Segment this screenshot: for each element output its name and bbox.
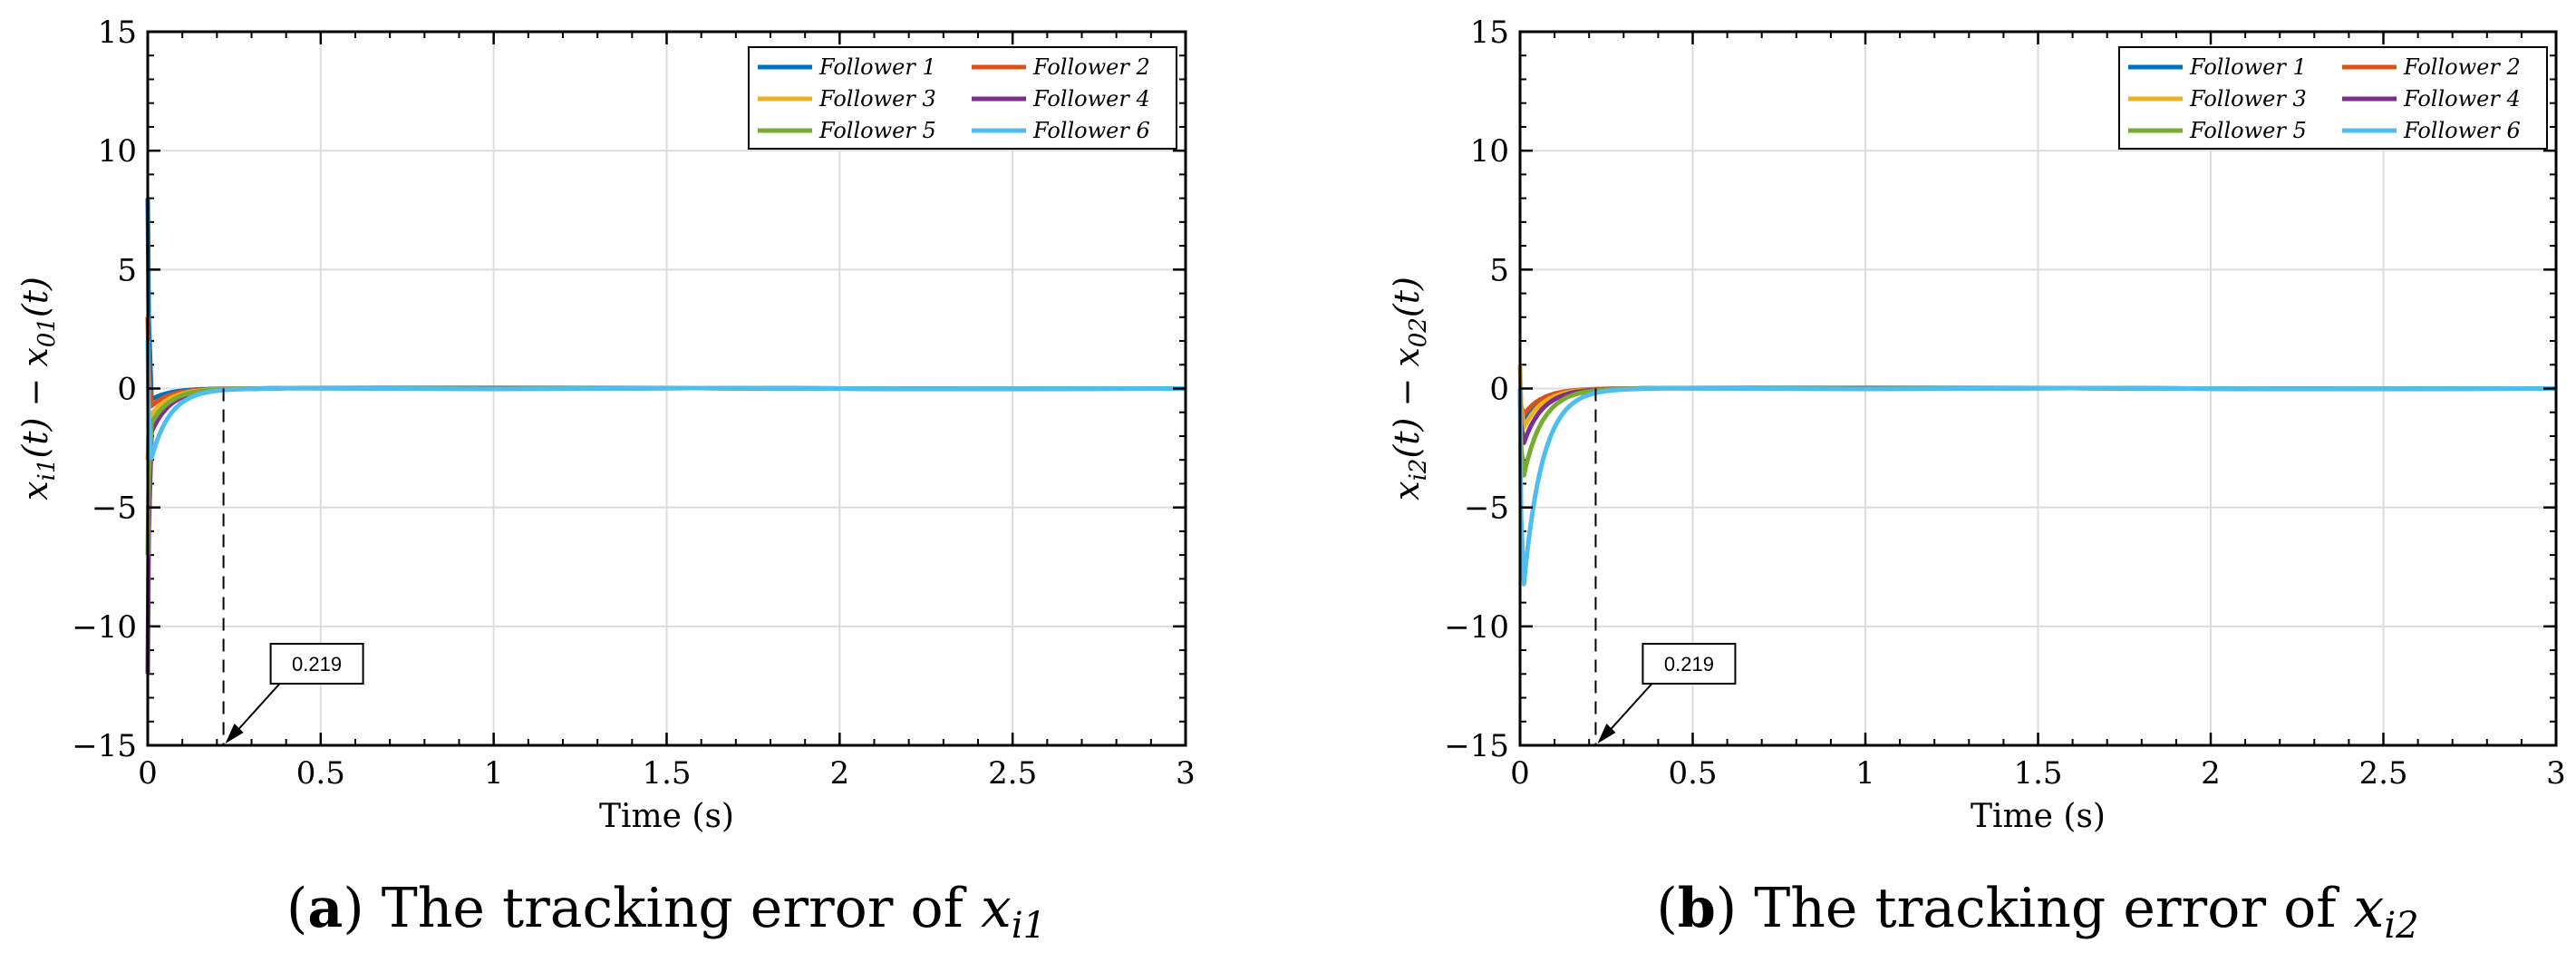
y-tick-label: 15 — [1470, 15, 1509, 51]
figure-caption: (b) The tracking error of xi2 — [1656, 877, 2418, 947]
legend-label-follower-2: Follower 2 — [2403, 54, 2521, 80]
y-tick-label: −5 — [92, 491, 137, 527]
x-tick-label: 3 — [2546, 755, 2566, 792]
y-tick-label: −15 — [1444, 728, 1509, 764]
legend-label-follower-3: Follower 3 — [2189, 86, 2307, 112]
y-tick-label: −5 — [1464, 491, 1509, 527]
x-tick-label: 1 — [484, 755, 504, 792]
legend-label-follower-1: Follower 1 — [818, 54, 936, 80]
series-line-follower-6 — [1517, 385, 2557, 587]
x-tick-label: 3 — [1176, 755, 1196, 792]
x-axis-label: Time (s) — [599, 798, 734, 835]
annotation-box — [1641, 643, 1737, 685]
y-tick-label: −10 — [1444, 609, 1509, 646]
y-tick-label: −10 — [72, 609, 137, 646]
legend-label-follower-6: Follower 6 — [1032, 118, 1150, 143]
chart-panel-a: 0 0.5 1 1.5 2 2.5 3 −15 −10 −5 0 5 10 15 Time (s) xi1(t… — [15, 15, 1196, 947]
y-tick-label: −15 — [72, 728, 137, 764]
series-line-follower-6 — [145, 340, 1186, 461]
annotation-box — [269, 643, 364, 685]
legend-label-follower-6: Follower 6 — [2403, 118, 2521, 143]
y-tick-label: 0 — [117, 372, 137, 408]
x-tick-label: 1 — [1855, 755, 1875, 792]
chart-panel-b: 0 0.5 1 1.5 2 2.5 3 −15 −10 −5 0 5 10 15 Time (s) xi2(t… — [1387, 15, 2566, 947]
annotation-arrowhead — [225, 724, 244, 744]
x-tick-label: 2 — [2201, 755, 2221, 792]
x-tick-label: 2.5 — [2358, 755, 2407, 792]
annotation-arrowhead — [1597, 724, 1616, 744]
x-tick-label: 0.5 — [296, 755, 345, 792]
y-tick-label: 10 — [1470, 133, 1509, 170]
y-axis-label: xi2(t) − x02(t) — [1387, 277, 1432, 501]
legend-box — [748, 46, 1177, 150]
x-tick-label: 1.5 — [2013, 755, 2062, 792]
annotation-label: 0.219 — [1664, 653, 1714, 676]
legend-label-follower-2: Follower 2 — [1032, 54, 1150, 80]
x-tick-label: 0 — [1510, 755, 1530, 792]
x-tick-label: 0.5 — [1668, 755, 1717, 792]
y-tick-label: 15 — [98, 15, 137, 51]
y-tick-label: 10 — [98, 133, 137, 170]
x-tick-label: 1.5 — [642, 755, 691, 792]
x-tick-label: 2.5 — [988, 755, 1037, 792]
legend-label-follower-4: Follower 4 — [1032, 86, 1150, 112]
y-tick-label: 5 — [1489, 252, 1509, 288]
legend-box — [2118, 46, 2548, 150]
x-tick-label: 0 — [138, 755, 158, 792]
x-tick-label: 2 — [830, 755, 850, 792]
legend-label-follower-3: Follower 3 — [818, 86, 936, 112]
y-tick-label: 5 — [117, 252, 137, 288]
figure-caption: (a) The tracking error of xi1 — [286, 877, 1046, 947]
y-axis-label: xi1(t) − x01(t) — [15, 277, 61, 501]
legend-label-follower-5: Follower 5 — [818, 118, 936, 143]
x-axis-label: Time (s) — [1971, 798, 2106, 835]
legend-label-follower-5: Follower 5 — [2189, 118, 2307, 143]
legend-label-follower-1: Follower 1 — [2189, 54, 2307, 80]
annotation-label: 0.219 — [292, 653, 342, 676]
y-tick-label: 0 — [1489, 372, 1509, 408]
legend-label-follower-4: Follower 4 — [2403, 86, 2521, 112]
